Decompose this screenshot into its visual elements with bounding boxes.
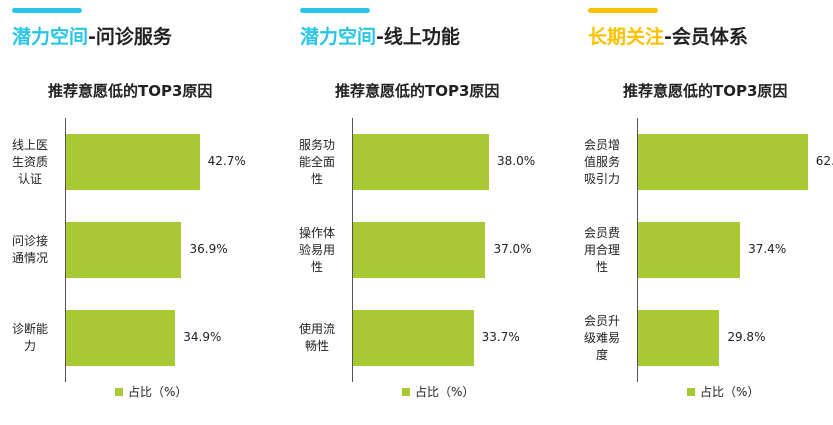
- bar-value-label: 42.7%: [207, 154, 246, 168]
- category-label-line: 性: [310, 259, 323, 274]
- panel-title-rest: -问诊服务: [88, 26, 172, 48]
- panel-title: 长期关注-会员体系: [588, 22, 748, 49]
- category-label-line: 诊断能: [11, 322, 48, 336]
- category-label: 线上医 生资质 认证: [0, 137, 61, 188]
- category-label-line: 度: [595, 347, 608, 362]
- bar: [353, 222, 486, 278]
- category-label-line: 验易用: [298, 242, 335, 257]
- bar: [66, 310, 176, 366]
- legend: 占比（%）: [687, 383, 759, 400]
- category-label-line: 操作体: [298, 225, 335, 240]
- bar: [638, 134, 808, 190]
- category-label-line: 值服务: [583, 154, 620, 169]
- bar-value-label: 33.7%: [481, 330, 520, 344]
- accent-bar: [12, 8, 82, 13]
- bar: [638, 222, 741, 278]
- category-label-line: 服务功: [298, 137, 335, 152]
- legend-label: 占比（%）: [128, 385, 188, 399]
- bar: [66, 134, 200, 190]
- chart-subtitle: 推荐意愿低的TOP3原因: [335, 82, 500, 100]
- legend: 占比（%）: [115, 383, 187, 400]
- category-label-line: 会员费: [583, 225, 620, 240]
- category-label-line: 性: [595, 259, 608, 274]
- bar-value-label: 37.0%: [493, 242, 532, 256]
- legend-swatch: [115, 387, 123, 396]
- panel-title-rest: -线上功能: [376, 26, 460, 48]
- category-label-line: 问诊接: [11, 234, 48, 248]
- panel-title: 潜力空间-线上功能: [300, 22, 460, 49]
- category-label-line: 使用流: [298, 322, 335, 336]
- category-label-line: 能全面: [298, 154, 335, 169]
- panel-title-accent: 潜力空间: [300, 26, 377, 48]
- category-label-line: 会员升: [583, 313, 620, 328]
- y-axis-line: [65, 118, 66, 382]
- legend: 占比（%）: [402, 383, 474, 400]
- chart-panel-1: 潜力空间-问诊服务推荐意愿低的TOP3原因线上医生资质认证 42.7% 问诊接通情况…: [0, 0, 270, 425]
- category-label: 诊断能力: [0, 321, 61, 355]
- bar-value-label: 34.9%: [183, 330, 222, 344]
- category-label-line: 认证: [17, 171, 42, 186]
- category-label-line: 力: [23, 339, 36, 353]
- category-label: 会员费 用合理性: [571, 225, 633, 276]
- bar: [353, 310, 474, 366]
- bar: [353, 134, 490, 190]
- category-label: 服务功 能全面性: [286, 137, 348, 188]
- category-label-line: 性: [310, 171, 323, 186]
- chart-subtitle: 推荐意愿低的TOP3原因: [623, 82, 788, 100]
- y-axis-line: [637, 118, 638, 382]
- bar-value-label: 38.0%: [497, 154, 536, 168]
- accent-bar: [588, 8, 658, 13]
- chart-subtitle: 推荐意愿低的TOP3原因: [48, 82, 213, 100]
- chart-panel-2: 潜力空间-线上功能 推荐意愿低的TOP3原因 服务功 能全面性 38.0% 操作体 验易用性…: [285, 0, 555, 425]
- bar: [66, 222, 182, 278]
- category-label-line: 吸引力: [583, 171, 620, 186]
- legend-label: 占比（%）: [700, 385, 760, 399]
- panel-title: 潜力空间-问诊服务: [12, 22, 172, 49]
- category-label-line: 生资质: [11, 154, 48, 169]
- category-label-line: 会员增: [583, 137, 620, 152]
- category-label: 问诊接 通情况: [0, 233, 61, 267]
- category-label: 使用流 畅性: [286, 321, 348, 355]
- panel-title-rest: -会员体系: [664, 26, 748, 48]
- bar-value-label: 29.8%: [727, 330, 766, 344]
- panel-title-accent: 长期关注: [588, 26, 665, 48]
- legend-swatch: [402, 387, 410, 396]
- legend-swatch: [687, 387, 695, 396]
- category-label-line: 通情况: [11, 251, 48, 265]
- category-label-line: 畅性: [304, 339, 329, 353]
- bar-value-label: 36.9%: [189, 242, 228, 256]
- accent-bar: [300, 8, 370, 13]
- legend-label: 占比（%）: [415, 385, 475, 399]
- category-label-line: 线上医: [11, 137, 48, 152]
- bar-value-label: 62.2%: [815, 154, 833, 168]
- category-label-line: 级难易: [583, 330, 620, 345]
- category-label: 操作体 验易用性: [286, 225, 348, 276]
- y-axis-line: [352, 118, 353, 382]
- bar: [638, 310, 720, 366]
- bar-value-label: 37.4%: [748, 242, 787, 256]
- panel-title-accent: 潜力空间: [12, 26, 89, 48]
- category-label: 会员升 级难易度: [571, 313, 633, 364]
- category-label: 会员增 值服务 吸引力: [571, 137, 633, 188]
- category-label-line: 用合理: [583, 242, 620, 257]
